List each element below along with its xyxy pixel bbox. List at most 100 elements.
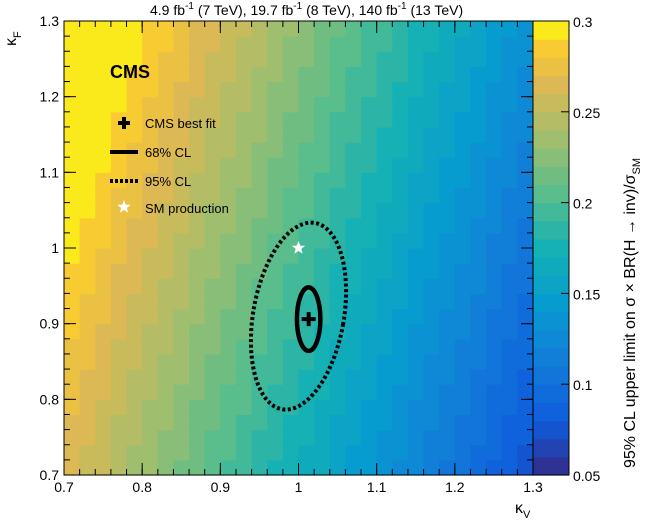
colorbar-band — [533, 166, 569, 186]
heatmap-cell — [110, 323, 128, 340]
legend-label: CMS best fit — [145, 116, 216, 131]
heatmap-cell — [470, 399, 487, 416]
heatmap-cell — [110, 414, 128, 431]
heatmap-cell — [423, 399, 440, 416]
heatmap-cell — [189, 429, 206, 446]
colorbar-tick-label: 0.2 — [573, 196, 593, 212]
heatmap-cell — [439, 111, 456, 128]
heatmap-cell — [157, 202, 175, 219]
colorbar-band — [533, 438, 569, 458]
heatmap-cell — [345, 51, 362, 67]
heatmap-cell — [329, 142, 346, 158]
heatmap-cell — [126, 66, 143, 83]
heatmap-cell — [470, 429, 487, 446]
heatmap-cell — [189, 444, 206, 461]
heatmap-cell — [267, 187, 284, 204]
colorbar-band — [533, 456, 569, 476]
y-axis-label-sub: F — [12, 31, 24, 38]
heatmap-cell — [220, 338, 237, 355]
heatmap-cell — [267, 217, 284, 234]
heatmap-cell — [251, 323, 268, 340]
heatmap-cell — [376, 263, 393, 279]
heatmap-cell — [361, 459, 378, 476]
heatmap-cell — [95, 384, 112, 400]
legend-label: 68% CL — [145, 145, 191, 160]
heatmap-cell — [486, 157, 503, 173]
heatmap-cell — [392, 444, 409, 461]
colorbar-band — [533, 384, 569, 403]
heatmap-cell — [345, 293, 362, 310]
heatmap-cell — [79, 399, 96, 416]
heatmap-cell — [157, 278, 175, 294]
heatmap-cell — [345, 263, 362, 279]
heatmap-cell — [126, 353, 143, 370]
heatmap-cell — [204, 217, 221, 234]
heatmap-cell — [392, 126, 409, 143]
heatmap-cell — [79, 126, 96, 143]
heatmap-cell — [345, 142, 362, 158]
heatmap-cell — [189, 172, 206, 189]
heatmap-cell — [392, 36, 409, 52]
heatmap-cell — [454, 142, 472, 158]
heatmap-cell — [157, 459, 175, 476]
heatmap-cell — [407, 429, 425, 446]
heatmap-cell — [282, 278, 300, 294]
heatmap-cell — [345, 338, 362, 355]
heatmap-cell — [361, 142, 378, 158]
heatmap-cell — [470, 414, 487, 431]
heatmap-cell — [470, 36, 487, 52]
heatmap-cell — [235, 384, 253, 400]
heatmap-cell — [361, 202, 378, 219]
heatmap-cell — [142, 248, 159, 264]
heatmap-cell — [486, 51, 503, 67]
heatmap-cell — [142, 111, 159, 128]
heatmap-cell — [345, 172, 362, 189]
heatmap-cell — [454, 81, 472, 98]
heatmap-cell — [220, 308, 237, 325]
heatmap-cell — [251, 142, 268, 158]
heatmap-cell — [470, 202, 487, 219]
heatmap-cell — [173, 172, 190, 189]
y-tick-label: 0.7 — [40, 467, 60, 483]
heatmap-cell — [267, 414, 284, 431]
heatmap-cell — [110, 353, 128, 370]
heatmap-cell — [392, 51, 409, 67]
heatmap-cell — [173, 459, 190, 476]
heatmap-cell — [189, 353, 206, 370]
heatmap-cell — [329, 217, 346, 234]
y-tick-label: 0.8 — [40, 391, 60, 407]
heatmap-cell — [110, 369, 128, 385]
heatmap-cell — [407, 36, 425, 52]
heatmap-cell — [64, 81, 81, 98]
heatmap-cell — [204, 399, 221, 416]
heatmap-cell — [64, 126, 81, 143]
heatmap-cell — [517, 263, 534, 279]
heatmap-cell — [95, 353, 112, 370]
heatmap-cell — [361, 111, 378, 128]
heatmap-cell — [95, 232, 112, 249]
heatmap-cell — [157, 399, 175, 416]
heatmap-cell — [345, 429, 362, 446]
heatmap-cell — [126, 384, 143, 400]
heatmap-cell — [392, 384, 409, 400]
heatmap-cell — [142, 444, 159, 461]
heatmap-cell — [454, 157, 472, 173]
heatmap-cell — [189, 217, 206, 234]
heatmap-cell — [251, 111, 268, 128]
heatmap-cell — [439, 66, 456, 83]
heatmap-cell — [454, 66, 472, 83]
heatmap-cell — [95, 217, 112, 234]
colorbar-band — [533, 39, 569, 58]
heatmap-cell — [345, 66, 362, 83]
heatmap-cell — [79, 384, 96, 400]
x-axis: 0.7 0.8 0.9 1 1.1 1.2 1.3 — [54, 21, 543, 495]
heatmap-cell — [298, 21, 315, 37]
heatmap-cell — [95, 308, 112, 325]
heatmap-cell — [251, 444, 268, 461]
colorbar-band — [533, 220, 569, 240]
heatmap-cell — [157, 66, 175, 83]
heatmap-cell — [173, 444, 190, 461]
heatmap-cell — [439, 369, 456, 385]
heatmap-cell — [329, 126, 346, 143]
heatmap-cell — [251, 81, 268, 98]
